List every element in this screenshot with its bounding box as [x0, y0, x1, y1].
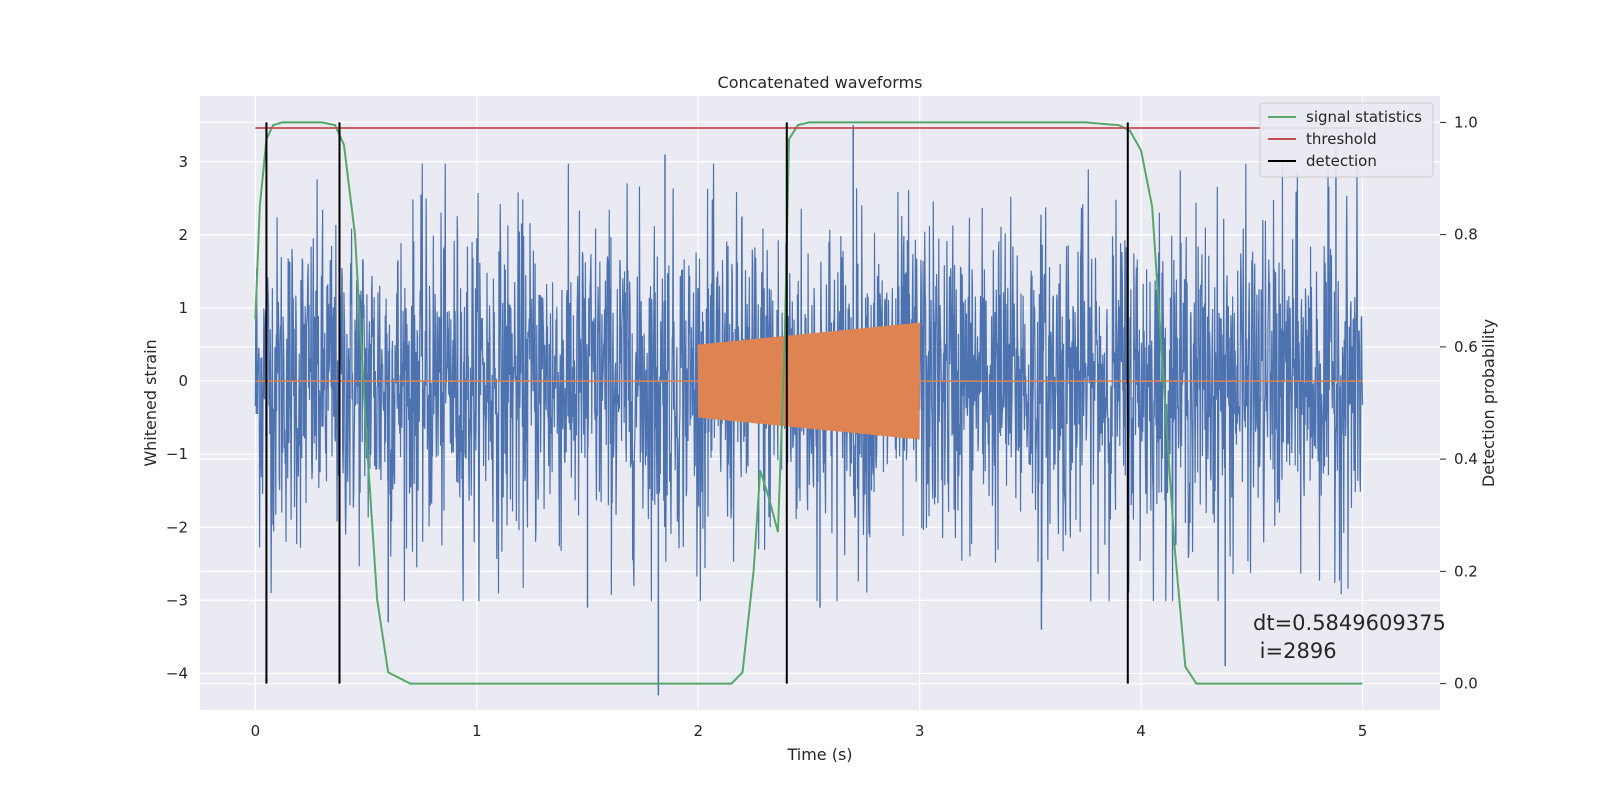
x-tick-label: 4: [1136, 722, 1146, 740]
y2-tick-label: 0.0: [1454, 675, 1478, 693]
legend-box: [1259, 102, 1434, 178]
data-layer: [254, 121, 1364, 696]
y-tick-label: 3: [178, 153, 188, 171]
annotation-dt: dt=0.5849609375: [1253, 611, 1446, 635]
y2-tick-label: 1.0: [1454, 113, 1478, 131]
x-tick-label: 5: [1358, 722, 1368, 740]
y-tick-label: 2: [178, 226, 188, 244]
legend: signal statistics threshold detection: [1259, 102, 1434, 178]
y2-tick-label: 0.6: [1454, 338, 1478, 356]
legend-label-threshold: threshold: [1306, 130, 1377, 148]
x-tick-label: 2: [693, 722, 703, 740]
y2-tick-label: 0.8: [1454, 226, 1478, 244]
y-tick-label: 1: [178, 299, 188, 317]
y-axis-label: Whitened strain: [141, 339, 160, 466]
y-tick-label: −2: [166, 518, 188, 536]
y2-axis-label: Detection probability: [1479, 319, 1498, 487]
x-tick-label: 0: [251, 722, 261, 740]
legend-label-signal-statistics: signal statistics: [1306, 108, 1422, 126]
x-axis-label: Time (s): [786, 745, 852, 764]
annotation-index: i=2896: [1253, 639, 1337, 663]
y-tick-label: −1: [166, 445, 188, 463]
y-tick-label: −4: [166, 664, 188, 682]
chart-title: Concatenated waveforms: [718, 73, 923, 92]
y2-tick-label: 0.2: [1454, 562, 1478, 580]
signal-statistics-line: [254, 121, 1363, 685]
x-tick-label: 3: [915, 722, 925, 740]
x-tick-label: 1: [472, 722, 482, 740]
ticks: 0 1 2 3 4 5 −4 −3 −2 −1 0 1 2 3 0.0 0.2 0.4 0.6 0.8 1.0: [166, 113, 1478, 740]
y2-tick-label: 0.4: [1454, 450, 1478, 468]
y-tick-label: −3: [166, 591, 188, 609]
y-tick-label: 0: [178, 372, 188, 390]
chirp-line: [697, 322, 921, 440]
legend-label-detection: detection: [1306, 152, 1377, 170]
